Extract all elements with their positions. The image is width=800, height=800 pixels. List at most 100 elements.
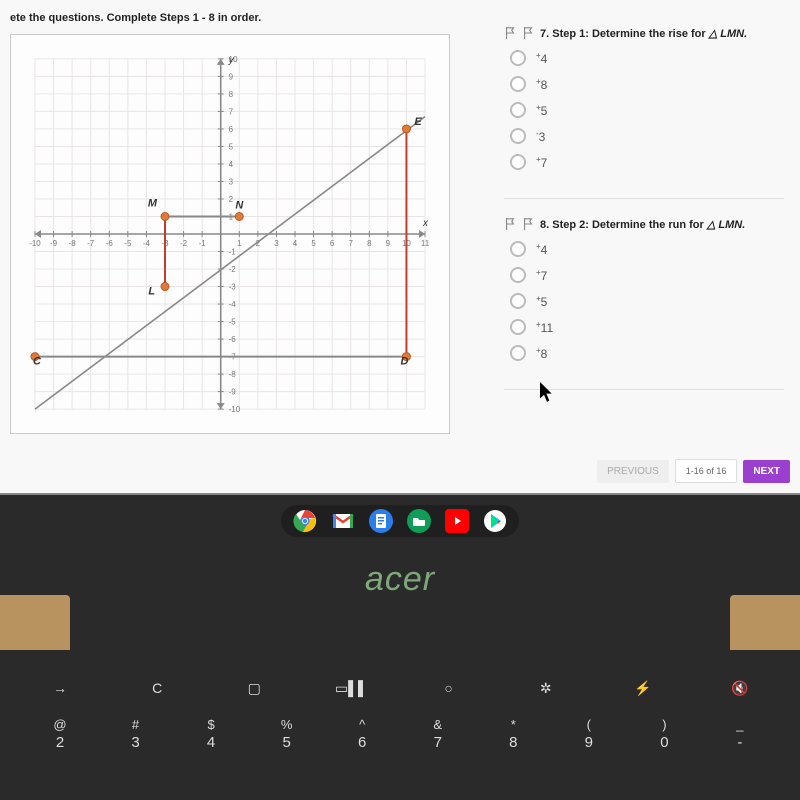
svg-text:6: 6	[229, 125, 234, 134]
next-button[interactable]: NEXT	[743, 460, 790, 483]
key: ^6	[332, 717, 392, 751]
radio-icon	[510, 154, 526, 170]
key: ▭▌▌	[321, 680, 381, 697]
svg-text:2: 2	[229, 195, 234, 204]
option-label: +7	[536, 155, 547, 170]
graph-svg: -10-9-8-7-6-5-4-3-2-11234567891011-10-9-…	[11, 35, 449, 433]
key: #3	[106, 717, 166, 751]
option[interactable]: +8	[510, 345, 784, 361]
option-label: +11	[536, 320, 553, 335]
files-icon[interactable]	[407, 509, 431, 533]
svg-text:8: 8	[229, 90, 234, 99]
svg-text:-10: -10	[29, 239, 41, 248]
key: ✲	[516, 680, 576, 697]
option[interactable]: +5	[510, 293, 784, 309]
chromeos-dock	[281, 505, 519, 537]
browser-viewport: ete the questions. Complete Steps 1 - 8 …	[0, 0, 800, 495]
hinge-left	[0, 595, 70, 650]
bookmark-icon[interactable]	[504, 26, 516, 40]
svg-text:4: 4	[229, 160, 234, 169]
radio-icon	[510, 50, 526, 66]
option-label: +7	[536, 268, 547, 283]
question-8: 8. Step 2: Determine the run for △ LMN. …	[504, 209, 784, 390]
left-panel: ete the questions. Complete Steps 1 - 8 …	[0, 0, 490, 460]
svg-text:11: 11	[421, 239, 430, 248]
svg-text:5: 5	[229, 142, 234, 151]
svg-text:-6: -6	[106, 239, 114, 248]
option[interactable]: +4	[510, 50, 784, 66]
svg-text:3: 3	[229, 177, 234, 186]
svg-text:-5: -5	[124, 239, 132, 248]
svg-text:9: 9	[229, 72, 234, 81]
svg-text:-9: -9	[50, 239, 58, 248]
options-list: +4 +7 +5 +11 +8	[504, 241, 784, 361]
key: (9	[559, 717, 619, 751]
option[interactable]: -3	[510, 128, 784, 144]
svg-text:-4: -4	[143, 239, 151, 248]
radio-icon	[510, 267, 526, 283]
svg-text:-8: -8	[69, 239, 77, 248]
option[interactable]: +4	[510, 241, 784, 257]
svg-text:3: 3	[274, 239, 279, 248]
svg-text:-10: -10	[229, 405, 241, 414]
chrome-icon[interactable]	[293, 509, 317, 533]
instructions-text: ete the questions. Complete Steps 1 - 8 …	[10, 6, 480, 24]
gmail-icon[interactable]	[331, 509, 355, 533]
question-header: 8. Step 2: Determine the run for △ LMN.	[504, 217, 784, 231]
svg-text:-4: -4	[229, 300, 237, 309]
page-counter: 1-16 of 16	[675, 459, 738, 483]
previous-button[interactable]: PREVIOUS	[597, 460, 669, 483]
svg-text:5: 5	[311, 239, 316, 248]
svg-text:-6: -6	[229, 335, 237, 344]
option[interactable]: +7	[510, 154, 784, 170]
option-label: -3	[536, 129, 545, 144]
svg-text:-9: -9	[229, 388, 237, 397]
key: →	[30, 680, 90, 697]
radio-icon	[510, 293, 526, 309]
option[interactable]: +8	[510, 76, 784, 92]
bookmark-icon[interactable]	[504, 217, 516, 231]
option-label: +4	[536, 51, 547, 66]
radio-icon	[510, 128, 526, 144]
option[interactable]: +7	[510, 267, 784, 283]
key: %5	[257, 717, 317, 751]
svg-text:C: C	[33, 356, 42, 368]
questions-panel: 7. Step 1: Determine the rise for △ LMN.…	[504, 18, 784, 400]
option-label: +5	[536, 103, 547, 118]
question-header: 7. Step 1: Determine the rise for △ LMN.	[504, 26, 784, 40]
svg-text:7: 7	[349, 239, 354, 248]
svg-text:9: 9	[386, 239, 391, 248]
acer-logo: acer	[365, 560, 435, 599]
pagination-bar: PREVIOUS 1-16 of 16 NEXT	[597, 459, 790, 483]
svg-text:-1: -1	[199, 239, 207, 248]
svg-text:1: 1	[237, 239, 242, 248]
docs-icon[interactable]	[369, 509, 393, 533]
key: @2	[30, 717, 90, 751]
svg-text:-5: -5	[229, 318, 237, 327]
key: &7	[408, 717, 468, 751]
svg-text:6: 6	[330, 239, 335, 248]
key: )0	[634, 717, 694, 751]
option[interactable]: +11	[510, 319, 784, 335]
key: ▢	[224, 680, 284, 697]
key: ○	[419, 680, 479, 697]
youtube-icon[interactable]	[445, 509, 469, 533]
option-label: +4	[536, 242, 547, 257]
play-store-icon[interactable]	[483, 509, 507, 533]
option-label: +5	[536, 294, 547, 309]
flag-icon[interactable]	[522, 217, 534, 231]
svg-text:-2: -2	[229, 265, 237, 274]
svg-text:-3: -3	[229, 283, 237, 292]
option[interactable]: +5	[510, 102, 784, 118]
key: $4	[181, 717, 241, 751]
keyboard: →C▢▭▌▌○✲⚡🔇 @2#3$4%5^6&7*8(9)0_-	[0, 680, 800, 751]
options-list: +4 +8 +5 -3 +7	[504, 50, 784, 170]
svg-text:-8: -8	[229, 370, 237, 379]
svg-text:L: L	[148, 285, 155, 297]
key: 🔇	[710, 680, 770, 697]
svg-text:M: M	[148, 198, 158, 210]
flag-icon[interactable]	[522, 26, 534, 40]
mouse-cursor	[540, 382, 554, 402]
svg-text:-2: -2	[180, 239, 188, 248]
svg-text:D: D	[401, 356, 409, 368]
